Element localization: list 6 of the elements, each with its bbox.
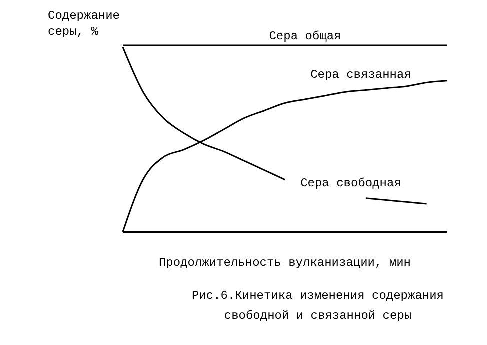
y-axis-title: Содержание серы, % xyxy=(48,8,122,40)
series-label: Сера связанная xyxy=(310,68,412,82)
text: Рис.6.Кинетика изменения содержания свободной и связанной серы xyxy=(190,288,446,325)
x-axis-title: Продолжительность вулканизации, мин xyxy=(158,256,412,270)
series-label: Сера свободная xyxy=(300,176,402,190)
series-label: Сера общая xyxy=(269,29,342,44)
